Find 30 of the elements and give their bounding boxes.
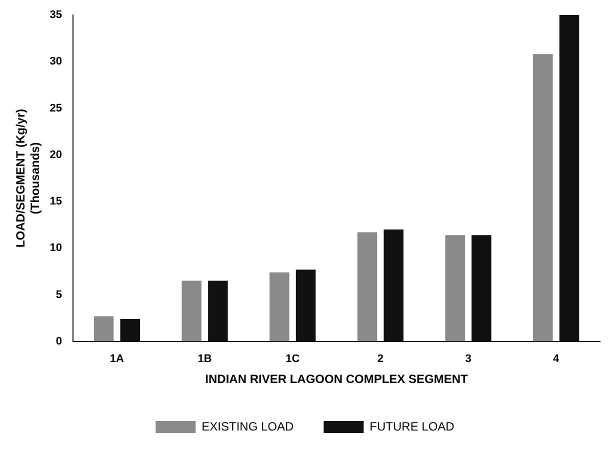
y-tick-label: 30	[50, 56, 62, 68]
y-tick-label: 20	[50, 148, 62, 161]
x-tick-label: 1B	[198, 353, 212, 366]
bar	[94, 316, 114, 342]
bar	[384, 229, 404, 342]
x-axis-title: INDIAN RIVER LAGOON COMPLEX SEGMENT	[205, 372, 469, 386]
y-tick-label: 0	[56, 335, 62, 348]
bar	[296, 270, 316, 342]
x-tick-label: 4	[553, 353, 560, 366]
y-tick-label: 10	[50, 242, 62, 254]
y-tick-label: 15	[50, 196, 62, 208]
bar	[120, 319, 140, 342]
bar	[472, 235, 492, 342]
bar	[357, 232, 378, 342]
y-tick-label: 35	[50, 9, 62, 22]
x-tick-label: 1C	[286, 353, 300, 366]
legend-label: EXISTING LOAD	[202, 419, 294, 434]
x-tick-label: 3	[465, 353, 472, 366]
y-tick-label: 25	[50, 102, 62, 114]
bar	[445, 235, 465, 342]
legend-label: FUTURE LOAD	[370, 419, 455, 434]
bar	[533, 54, 553, 342]
x-tick-label: 1A	[110, 353, 124, 366]
bar	[270, 272, 290, 342]
bar	[182, 280, 202, 342]
y-axis-title: LOAD/SEGMENT (Kg/yr) (Thousands)	[14, 108, 42, 248]
bar	[208, 280, 228, 342]
bar	[559, 15, 580, 342]
y-tick-label: 5	[56, 288, 62, 301]
x-tick-label: 2	[377, 353, 384, 366]
